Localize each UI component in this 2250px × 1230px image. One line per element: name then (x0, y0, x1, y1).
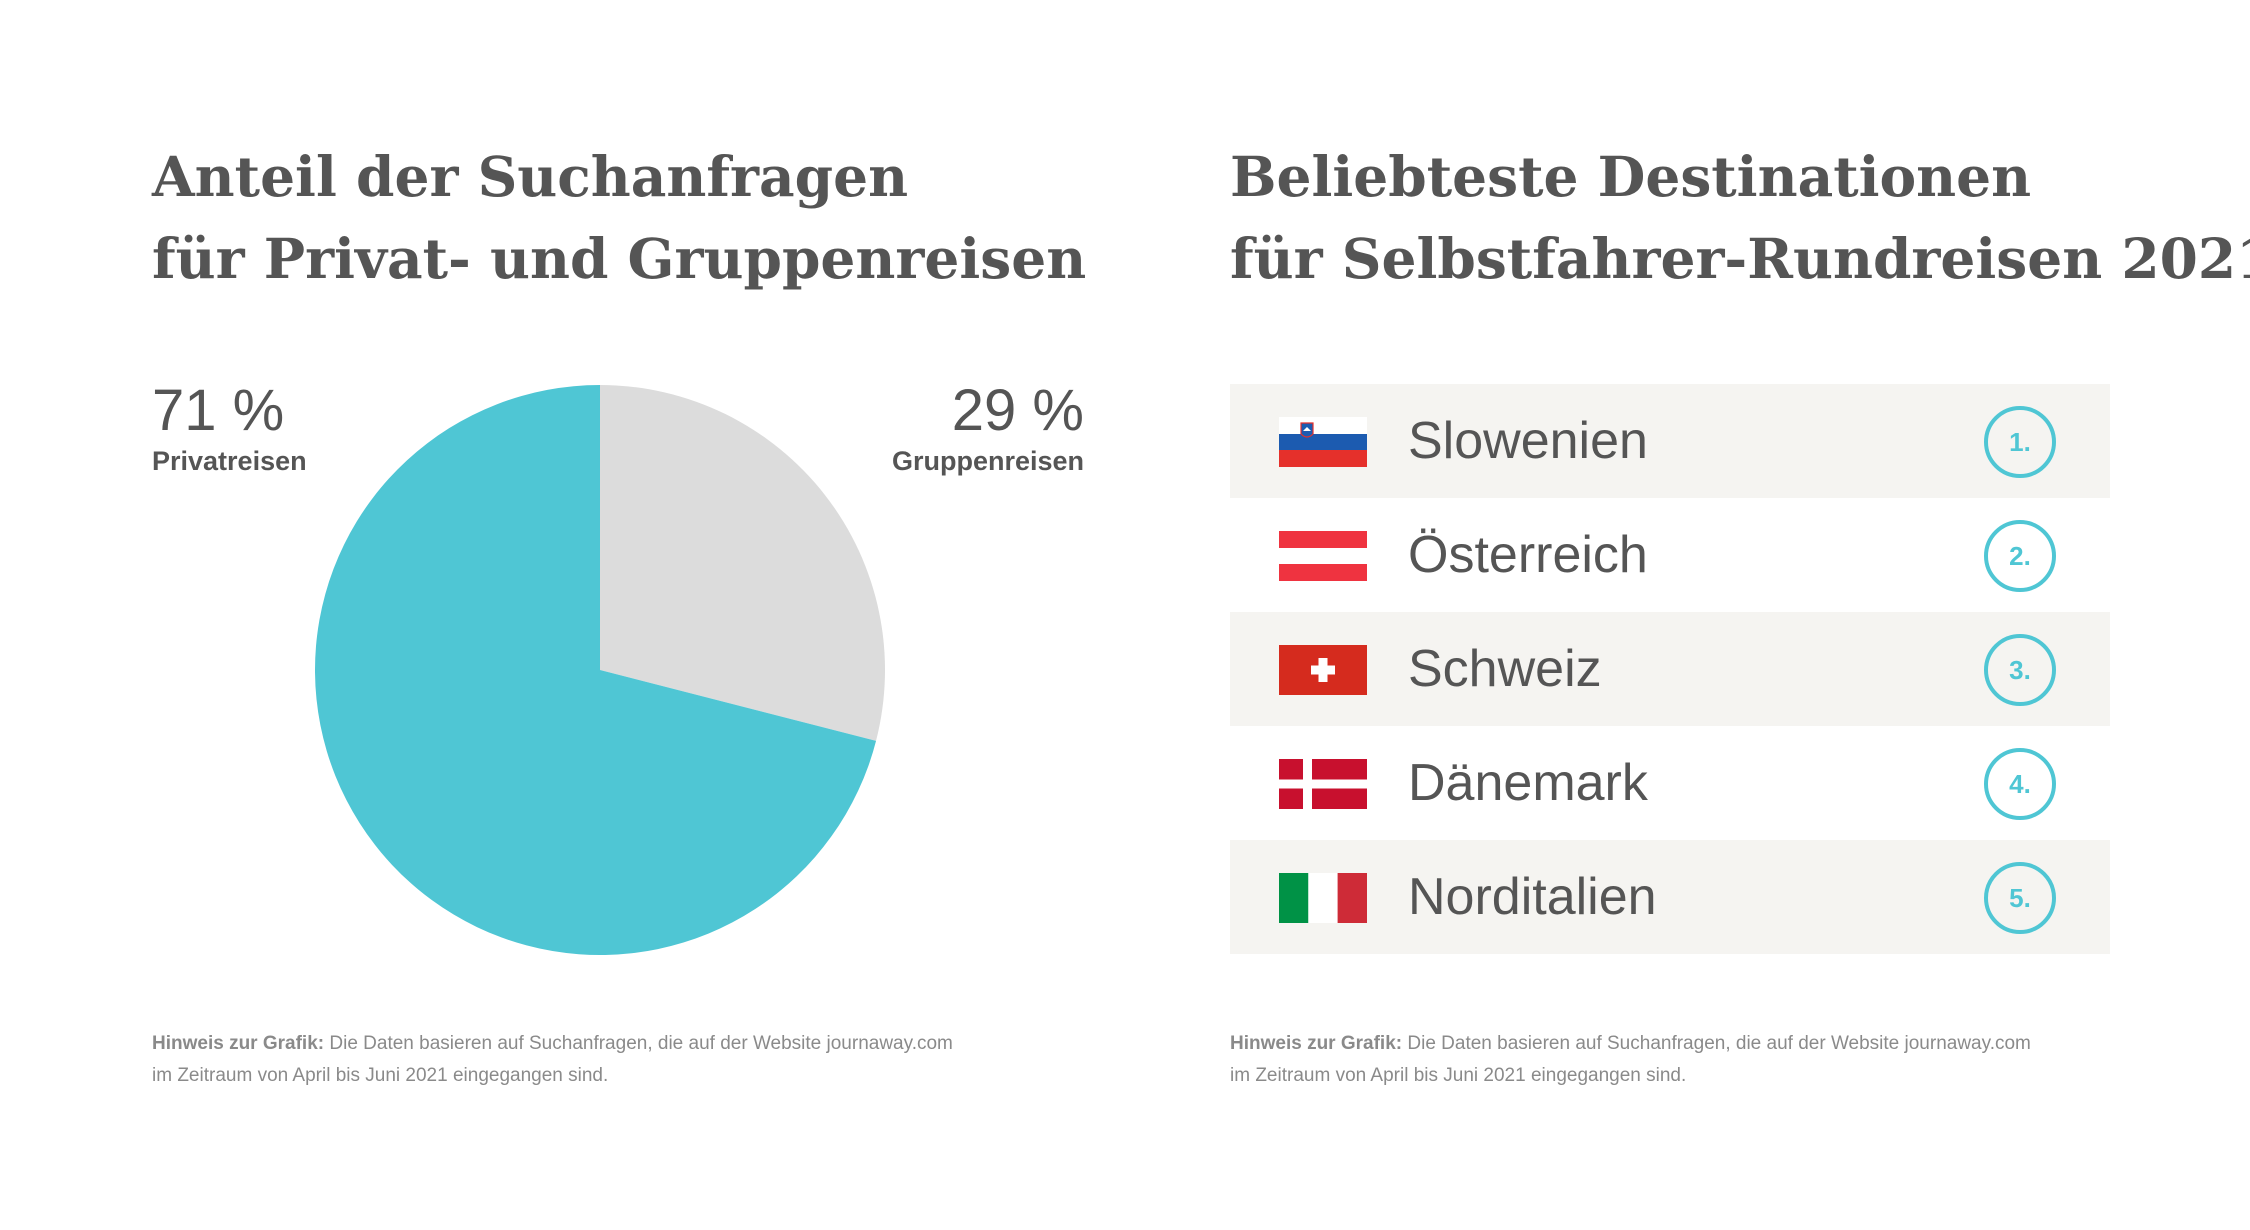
privatreisen-percent: 71 % (152, 378, 285, 443)
privatreisen-label: Privatreisen (152, 446, 307, 476)
rank-badge: 2. (1984, 520, 2056, 592)
destination-row: Norditalien 5. (1230, 840, 2110, 954)
destination-name: Dänemark (1408, 754, 1648, 812)
destination-row: Dänemark 4. (1230, 726, 2110, 840)
rank-badge: 4. (1984, 748, 2056, 820)
slovenia-flag-icon (1279, 417, 1367, 467)
rank-badge: 1. (1984, 406, 2056, 478)
destinations-title-line2: für Selbstfahrer-Rundreisen 2021 (1230, 226, 2250, 291)
destinations-title-line1: Beliebteste Destinationen (1230, 144, 2032, 209)
destination-name: Schweiz (1408, 640, 1602, 698)
destination-name: Slowenien (1408, 412, 1648, 470)
pie-chart-title-line1: Anteil der Suchanfragen (152, 144, 909, 209)
rank-badge: 5. (1984, 862, 2056, 934)
right-footnote-text: Die Daten basieren auf Suchanfragen, die… (1402, 1033, 2031, 1054)
destination-row: Schweiz 3. (1230, 612, 2110, 726)
left-footnote-label: Hinweis zur Grafik: (152, 1033, 325, 1054)
pie-chart-title-line2: für Privat- und Gruppenreisen (152, 226, 1087, 291)
gruppenreisen-label-block: 29 % Gruppenreisen (884, 378, 1084, 478)
rank-badge: 3. (1984, 634, 2056, 706)
destination-name: Norditalien (1408, 868, 1657, 926)
left-footnote-text: Die Daten basieren auf Suchanfragen, die… (324, 1033, 953, 1054)
destination-row: Österreich 2. (1230, 498, 2110, 612)
destinations-title: Beliebteste Destinationen für Selbstfahr… (1230, 136, 2250, 300)
pie-chart-title: Anteil der Suchanfragen für Privat- und … (152, 136, 1086, 300)
pie-slice-gruppenreisen (600, 385, 885, 741)
pie-slice-privatreisen (315, 385, 877, 955)
destination-name: Österreich (1408, 526, 1648, 584)
right-footnote-label: Hinweis zur Grafik: (1230, 1033, 1403, 1054)
left-footnote-text2: im Zeitraum von April bis Juni 2021 eing… (152, 1065, 609, 1086)
privatreisen-label-block: 71 % Privatreisen (152, 378, 307, 478)
destination-row: Slowenien 1. (1230, 384, 2110, 498)
denmark-flag-icon (1279, 759, 1367, 809)
italy-flag-icon (1279, 873, 1367, 923)
gruppenreisen-label: Gruppenreisen (891, 446, 1084, 476)
switzerland-flag-icon (1279, 645, 1367, 695)
gruppenreisen-percent: 29 % (951, 378, 1084, 443)
austria-flag-icon (1279, 531, 1367, 581)
left-footnote: Hinweis zur Grafik: Die Daten basieren a… (152, 1028, 1032, 1092)
right-footnote: Hinweis zur Grafik: Die Daten basieren a… (1230, 1028, 2110, 1092)
right-footnote-text2: im Zeitraum von April bis Juni 2021 eing… (1230, 1065, 1687, 1086)
destinations-list: Slowenien 1. Österreich 2. Schweiz 3. Dä… (1230, 384, 2110, 954)
pie-chart (315, 385, 885, 955)
